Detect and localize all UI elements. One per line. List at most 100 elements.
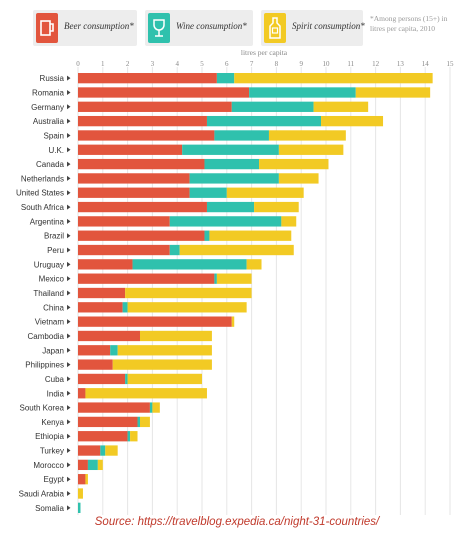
wine-glass-icon [148,13,170,43]
category-label: Ethiopia [35,432,64,441]
bar-segment [226,187,304,198]
bar-segment [216,73,235,84]
category-label: India [47,389,65,398]
bar-segment [140,330,212,342]
bar-segment [105,445,118,456]
legend-item-wine: Wine consumption* [145,10,253,46]
bar-segment [179,244,294,256]
bar-segment [78,330,140,342]
bar-segment [112,359,212,370]
category-label: Uruguay [34,260,64,269]
source-link[interactable]: Source: https://travelblog.expedia.ca/ni… [94,516,380,528]
chevron-right-icon [67,347,71,353]
bar-segment [321,115,384,127]
x-tick-label: 12 [372,60,380,68]
category-label: China [43,303,64,312]
category-label: Saudi Arabia [19,490,65,499]
category-label: Russia [40,74,65,83]
category-label: Thailand [33,289,64,298]
legend-item-beer: Beer consumption* [33,10,137,46]
chevron-right-icon [67,476,71,482]
x-tick-label: 15 [447,60,455,68]
bar-segment [78,273,215,284]
category-label: South Korea [20,404,65,413]
legend: Beer consumption* Wine consumption* Spir… [33,10,453,52]
x-tick-label: 13 [397,60,405,68]
bar-segment [206,115,322,127]
bar-segment [137,416,140,428]
bar-segment [127,431,131,442]
bar-segment [216,273,252,284]
chevron-right-icon [67,147,71,153]
bar-segment [100,445,106,456]
category-label: Spain [44,131,64,140]
bar-segment [78,402,150,413]
spirit-bottle-icon [264,13,286,43]
bar-segment [78,187,190,198]
category-label: Peru [47,246,64,255]
chevron-right-icon [67,290,71,296]
bar-segment [259,158,329,170]
bar-segment [214,273,217,284]
bar-segment [246,259,262,270]
bar-segment [87,459,98,471]
category-label: Kenya [41,418,64,427]
bar-segment [78,502,81,513]
bar-segment [127,302,247,313]
bar-segment [231,101,314,112]
bar-segment [78,302,123,313]
category-label: Romania [32,88,65,97]
chevron-right-icon [67,132,71,138]
bar-segment [130,431,138,442]
x-axis-label: litres per capita [241,48,288,57]
chevron-right-icon [67,405,71,411]
bar-segment [78,359,113,370]
bar-segment [78,488,83,499]
chevron-right-icon [67,218,71,224]
x-tick-label: 6 [225,60,229,68]
bar-segment [78,87,250,98]
x-tick-label: 1 [101,60,105,68]
chevron-right-icon [67,376,71,382]
legend-label-wine: Wine consumption* [176,21,247,31]
chevron-right-icon [67,276,71,282]
bar-segment [78,345,111,356]
x-tick-label: 9 [299,60,303,68]
category-label: Morocco [33,461,64,470]
chevron-right-icon [67,433,71,439]
chevron-right-icon [67,190,71,196]
bar-segment [78,431,128,442]
category-label: Turkey [40,447,64,456]
bar-segment [169,216,282,227]
bar-segment [125,373,128,385]
category-label: Germany [31,103,64,112]
bar-segment [313,101,369,112]
chevron-right-icon [67,89,71,95]
bar-segment [278,173,319,184]
bar-segment [97,459,103,471]
x-tick-label: 4 [175,60,179,68]
chevron-right-icon [67,104,71,110]
bar-segment [189,187,227,198]
bar-segment [78,388,86,399]
bar-segment [78,115,207,127]
bar-segment [231,316,235,327]
x-tick-label: 2 [126,60,130,68]
category-label: Vietnam [35,318,65,327]
bar-segment [249,87,356,98]
x-tick-label: 5 [200,60,204,68]
bar-segment [78,101,232,112]
bar-segment [127,373,202,385]
bar-segment [355,87,431,98]
bar-segment [152,402,160,413]
legend-note: *Among persons (15+) in litres per capit… [370,14,448,33]
x-tick-label: 11 [347,60,354,68]
category-label: Somalia [35,504,64,513]
bar-segment [254,201,299,213]
bar-segment [132,259,247,270]
bar-segment [204,158,260,170]
category-label: Philippines [25,361,64,370]
legend-label-spirit: Spirit consumption* [292,21,365,31]
x-tick-label: 14 [422,60,430,68]
bar-segment [78,130,215,141]
